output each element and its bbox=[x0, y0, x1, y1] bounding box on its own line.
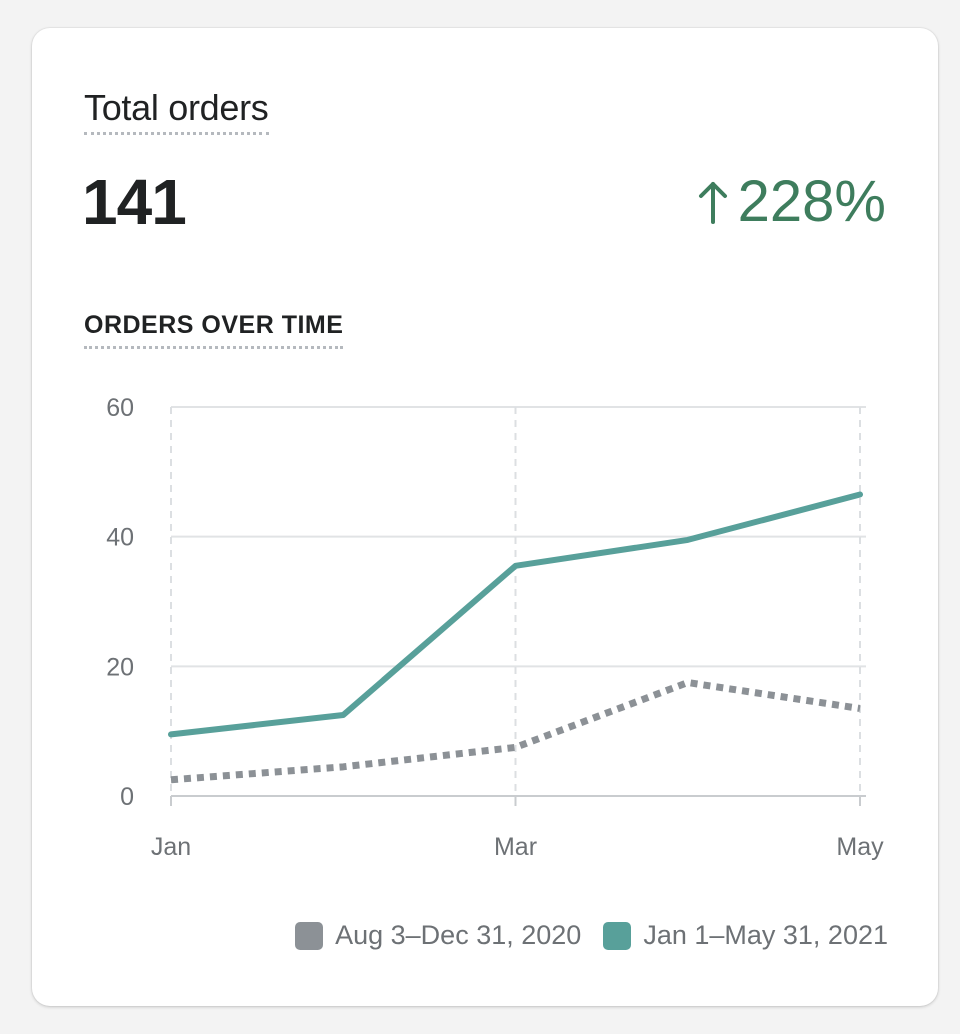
metric-change: 228% bbox=[696, 166, 886, 238]
y-tick-label: 0 bbox=[120, 783, 134, 811]
x-tick-label: Jan bbox=[151, 833, 191, 861]
section-title[interactable]: ORDERS OVER TIME bbox=[84, 310, 344, 349]
y-tick-label: 20 bbox=[106, 653, 134, 681]
x-tick-label: Mar bbox=[494, 833, 537, 861]
metric-value: 141 bbox=[82, 166, 187, 238]
x-tick-label: May bbox=[836, 833, 884, 861]
legend-item[interactable]: Aug 3–Dec 31, 2020 bbox=[295, 920, 581, 951]
legend-swatch bbox=[603, 921, 632, 950]
legend-label: Aug 3–Dec 31, 2020 bbox=[335, 920, 582, 950]
y-tick-label: 60 bbox=[106, 394, 134, 422]
chart-legend: Aug 3–Dec 31, 2020 Jan 1–May 31, 2021 bbox=[273, 920, 888, 951]
y-tick-label: 40 bbox=[106, 524, 134, 552]
legend-item[interactable]: Jan 1–May 31, 2021 bbox=[603, 920, 888, 951]
legend-label: Jan 1–May 31, 2021 bbox=[643, 920, 888, 950]
series-line-1 bbox=[168, 491, 863, 738]
metric-change-percent: 228% bbox=[737, 169, 886, 234]
metric-title[interactable]: Total orders bbox=[84, 88, 269, 135]
legend-swatch bbox=[295, 921, 324, 950]
arrow-up-icon bbox=[698, 182, 727, 224]
orders-card bbox=[32, 28, 938, 1006]
series-line-0 bbox=[170, 679, 861, 784]
